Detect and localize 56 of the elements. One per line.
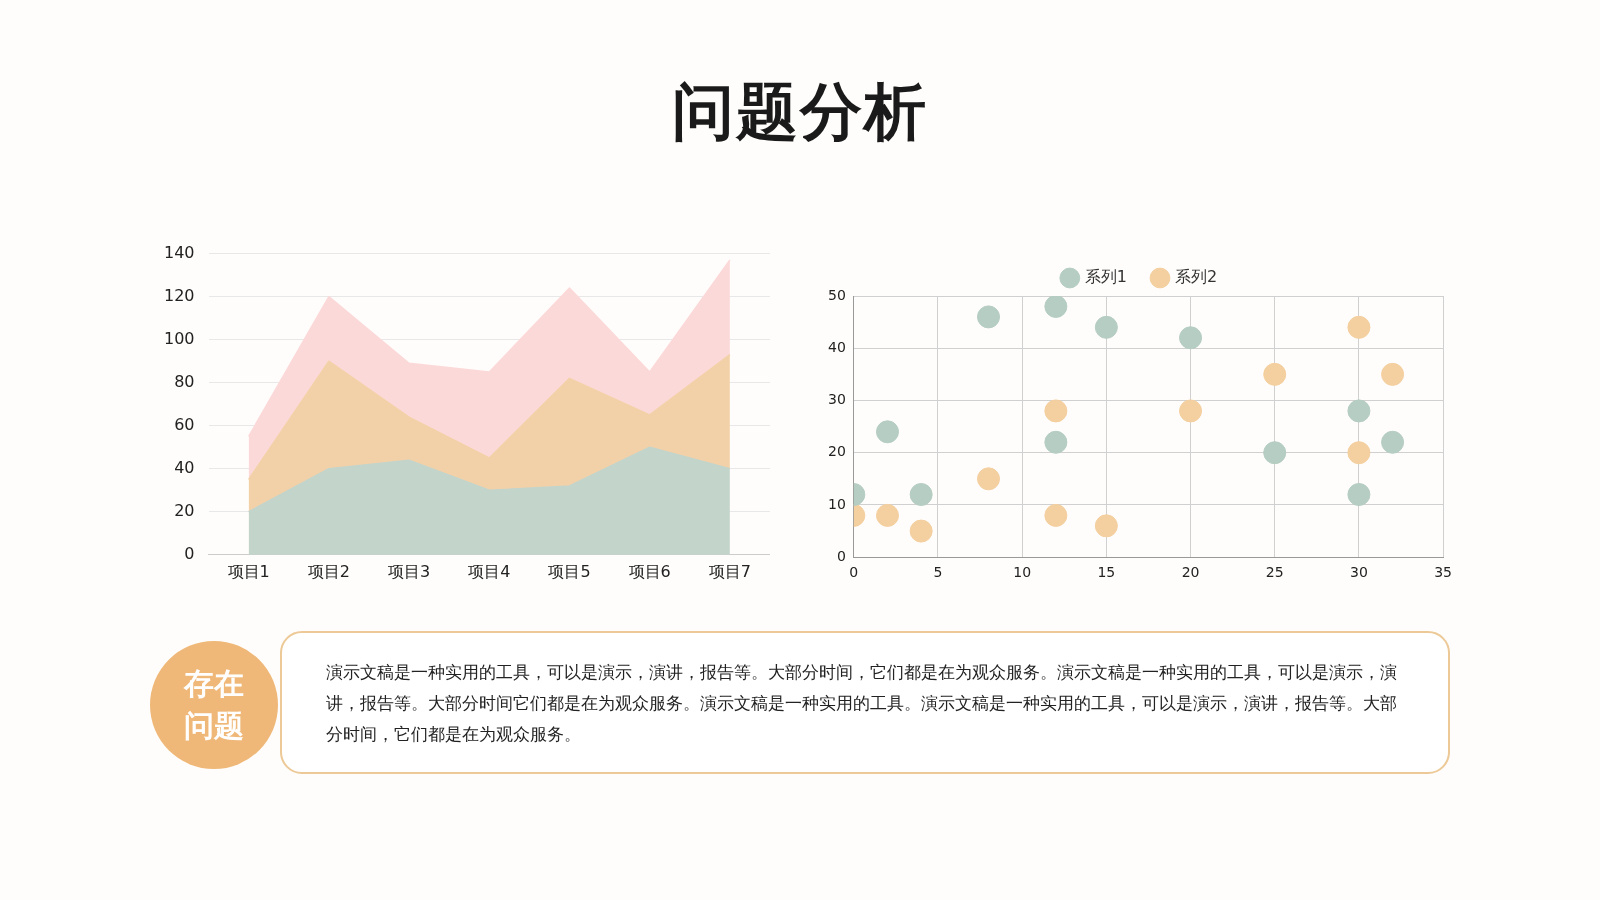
y-tick-label: 0 — [184, 543, 195, 563]
y-tick-label: 30 — [827, 391, 846, 408]
point — [1094, 514, 1118, 538]
point — [1179, 399, 1203, 423]
x-tick-label: 5 — [933, 564, 943, 581]
point — [1347, 315, 1371, 339]
y-tick-label: 40 — [827, 338, 846, 355]
point — [1044, 503, 1068, 527]
point — [1381, 430, 1405, 454]
x-tick-label: 10 — [1013, 564, 1032, 581]
legend-label: 系列2 — [1175, 267, 1218, 287]
y-tick-label: 120 — [163, 285, 195, 305]
y-tick-label: 0 — [836, 547, 846, 564]
x-tick-label: 20 — [1181, 564, 1200, 581]
x-tick-label: 项目2 — [307, 561, 350, 581]
x-tick-label: 15 — [1097, 564, 1116, 581]
point — [909, 483, 933, 507]
point — [1179, 326, 1203, 350]
x-tick-label: 项目5 — [548, 561, 591, 581]
y-tick-label: 100 — [163, 328, 195, 348]
x-tick-label: 0 — [849, 564, 859, 581]
y-tick-label: 60 — [174, 414, 195, 434]
x-tick-label: 35 — [1434, 564, 1453, 581]
point — [1347, 483, 1371, 507]
y-tick-label: 50 — [827, 286, 846, 303]
point — [909, 519, 933, 543]
point — [1263, 362, 1287, 386]
text: 存在问题 — [182, 666, 245, 744]
x-tick-label: 项目3 — [387, 561, 431, 581]
x-tick-label: 项目6 — [628, 561, 671, 581]
point — [977, 305, 1001, 329]
chart-title: 问题分析 — [671, 77, 929, 148]
y-tick-label: 40 — [174, 457, 195, 477]
point — [1044, 430, 1068, 454]
x-tick-label: 25 — [1265, 564, 1284, 581]
text: 演示文稿是一种实用的工具，可以是演示，演讲，报告等。大部分时间，它们都是在为观众服务。演示文稿是一种实用的工具，可以是演示，演讲，报告等。大部分时间它们都是在为观众服务。演示文稿是一种实用的工具。演示文稿是一种实用的工具，可以是演示，演讲，报告等。大部分时间，它们都是在为观众服务。 — [280, 631, 1450, 774]
x-tick-label: 项目7 — [708, 561, 751, 581]
y-tick-label: 80 — [174, 371, 195, 391]
legend-label: 系列1 — [1084, 267, 1128, 287]
point — [1044, 399, 1068, 423]
x-tick-label: 项目1 — [227, 561, 270, 581]
point — [875, 503, 899, 527]
y-tick-label: 140 — [163, 242, 195, 262]
point — [1347, 441, 1371, 465]
x-tick-label: 项目4 — [468, 561, 511, 581]
point — [1094, 315, 1118, 339]
point — [1044, 296, 1068, 318]
y-tick-label: 20 — [827, 443, 846, 460]
y-tick-label: 10 — [827, 495, 846, 512]
point — [875, 420, 899, 444]
point — [1347, 399, 1371, 423]
x-tick-label: 30 — [1350, 564, 1368, 581]
point — [1381, 362, 1405, 386]
point — [977, 467, 1001, 491]
y-tick-label: 20 — [174, 500, 195, 520]
point — [1263, 441, 1287, 465]
